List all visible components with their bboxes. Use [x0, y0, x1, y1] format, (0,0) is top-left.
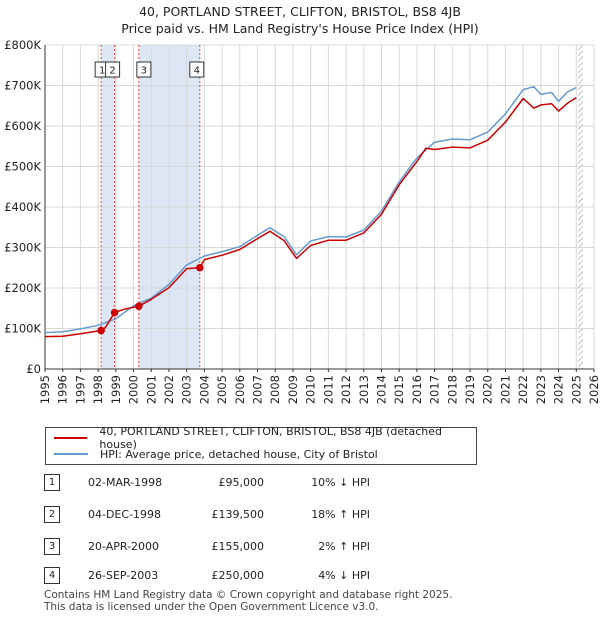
x-tick-label: 2011	[321, 375, 335, 404]
legend-swatch-hpi	[54, 453, 88, 455]
legend-item-property: 40, PORTLAND STREET, CLIFTON, BRISTOL, B…	[54, 425, 476, 451]
x-tick-label: 2001	[144, 375, 158, 404]
x-tick-label: 1995	[38, 375, 52, 404]
legend-label-hpi: HPI: Average price, detached house, City…	[100, 447, 378, 461]
transaction-price: £95,000	[218, 476, 265, 489]
x-tick-label: 2010	[304, 375, 318, 404]
transaction-label-number: 3	[141, 66, 147, 77]
x-tick-label: 2016	[410, 375, 424, 404]
transaction-number: 4	[44, 567, 60, 584]
hpi-series-line	[44, 85, 577, 334]
legend-label-property: 40, PORTLAND STREET, CLIFTON, BRISTOL, B…	[99, 425, 442, 451]
transaction-price: £139,500	[211, 508, 265, 521]
transaction-row: 4 26-SEP-2003 £250,000 4% ↓ HPI	[44, 567, 514, 585]
transaction-price: £250,000	[211, 569, 265, 582]
transaction-point	[195, 263, 204, 272]
y-tick-label: £0	[26, 362, 41, 376]
transaction-date: 04-DEC-1998	[88, 508, 162, 521]
transaction-label-number: 1	[99, 66, 105, 77]
x-tick-label: 2021	[498, 375, 512, 404]
transaction-hpi-diff: 4% ↓ HPI	[318, 569, 370, 582]
y-tick-label: £400K	[4, 200, 41, 214]
y-tick-label: £600K	[4, 119, 41, 133]
chart-title: 40, PORTLAND STREET, CLIFTON, BRISTOL, B…	[139, 4, 461, 19]
transaction-hpi-diff: 2% ↑ HPI	[318, 540, 370, 553]
transaction-point	[135, 302, 143, 311]
price-chart: £0 £100K £200K £300K £400K £500K £600K £700K £80…	[4, 38, 600, 404]
chart-subtitle: Price paid vs. HM Land Registry's House …	[121, 21, 479, 36]
transaction-label-frame	[189, 61, 205, 78]
x-tick-label: 1999	[109, 375, 123, 404]
x-tick-label: 2012	[339, 375, 353, 404]
transaction-label-box: 3	[136, 61, 152, 78]
y-tick-label: £200K	[4, 281, 41, 295]
transaction-hpi-diff: 10% ↓ HPI	[311, 476, 370, 489]
x-tick-label: 2019	[463, 375, 477, 404]
transaction-hpi-diff: 18% ↑ HPI	[311, 508, 370, 521]
y-tick-label: £500K	[4, 160, 41, 174]
transaction-label-number: 2	[109, 66, 115, 77]
transaction-row: 2 04-DEC-1998 £139,500 18% ↑ HPI	[44, 506, 514, 524]
x-tick-label: 1998	[91, 375, 105, 404]
transaction-date: 26-SEP-2003	[88, 569, 159, 582]
transaction-date: 20-APR-2000	[88, 540, 160, 553]
x-tick-label: 2022	[516, 375, 530, 404]
x-tick-label: 2006	[233, 375, 247, 404]
transaction-label-box: 2	[105, 61, 121, 78]
x-tick-label: 1996	[56, 375, 70, 404]
transaction-point	[97, 326, 105, 335]
legend-item-hpi: HPI: Average price, detached house, City…	[54, 446, 378, 462]
x-tick-label: 2007	[251, 375, 265, 404]
x-tick-label: 2023	[534, 375, 548, 404]
x-tick-label: 2009	[286, 375, 300, 404]
transaction-row: 3 20-APR-2000 £155,000 2% ↑ HPI	[44, 538, 514, 556]
transaction-label-number: 4	[194, 66, 200, 77]
x-tick-label: 2013	[357, 375, 371, 404]
legend: 40, PORTLAND STREET, CLIFTON, BRISTOL, B…	[45, 425, 477, 465]
transaction-number: 2	[44, 506, 60, 523]
x-tick-label: 2002	[162, 375, 176, 404]
x-tick-label: 2005	[215, 375, 229, 404]
x-tick-label: 2003	[180, 375, 194, 404]
x-tick-label: 2008	[268, 375, 282, 404]
x-tick-label: 2020	[481, 375, 495, 404]
transaction-label-frame	[105, 61, 121, 78]
x-tick-label: 2004	[197, 375, 211, 404]
x-tick-label: 2018	[445, 375, 459, 404]
footer-copyright: Contains HM Land Registry data © Crown c…	[44, 589, 453, 601]
x-tick-label: 2014	[374, 375, 388, 404]
y-tick-label: £300K	[4, 241, 41, 255]
footer-licence: This data is licensed under the Open Gov…	[44, 601, 379, 613]
x-tick-label: 2015	[392, 375, 406, 404]
x-tick-label: 2024	[552, 375, 566, 404]
x-tick-label: 1997	[73, 375, 87, 404]
y-tick-label: £700K	[4, 79, 41, 93]
y-tick-label: £100K	[4, 322, 41, 336]
transaction-point	[110, 308, 119, 317]
transaction-price: £155,000	[211, 540, 265, 553]
legend-swatch-property	[54, 437, 88, 439]
x-tick-label: 2025	[569, 375, 583, 404]
transaction-number: 1	[44, 474, 60, 491]
property-series-line	[44, 96, 577, 338]
transaction-number: 3	[44, 538, 60, 555]
x-tick-label: 2026	[587, 375, 600, 404]
transaction-row: 1 02-MAR-1998 £95,000 10% ↓ HPI	[44, 474, 514, 492]
x-tick-label: 2017	[428, 375, 442, 404]
transaction-label-frame	[136, 61, 152, 78]
footer: Contains HM Land Registry data © Crown c…	[44, 589, 452, 613]
x-tick-label: 2000	[127, 375, 141, 404]
transaction-date: 02-MAR-1998	[88, 476, 163, 489]
y-tick-label: £800K	[4, 38, 41, 52]
transaction-label-box: 4	[189, 61, 205, 78]
